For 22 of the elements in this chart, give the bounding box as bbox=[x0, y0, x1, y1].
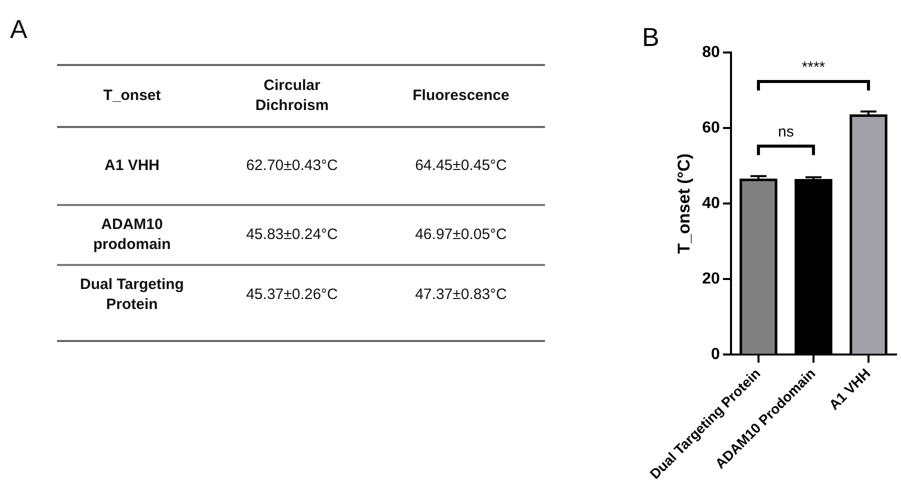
category-label: Fluorescence bbox=[412, 86, 510, 106]
annotation: **** bbox=[802, 59, 826, 76]
text: Dual Targeting Protein bbox=[79, 275, 185, 315]
text: 45.37±0.26°C bbox=[245, 285, 339, 305]
text: 47.37±0.83°C bbox=[414, 285, 508, 305]
text: 62.70±0.43°C bbox=[245, 156, 339, 176]
text: A bbox=[10, 14, 28, 45]
text: A1 VHH bbox=[103, 156, 160, 176]
annotation: ns bbox=[778, 124, 794, 141]
y-tick-label: 20 bbox=[702, 270, 720, 288]
y-tick-label: 60 bbox=[702, 120, 720, 137]
y-tick-label: 0 bbox=[711, 346, 720, 364]
chart-title: B bbox=[642, 22, 660, 53]
category-label: Circular Dichroism bbox=[254, 76, 330, 116]
category-label: T_onset bbox=[103, 86, 161, 106]
text: 46.97±0.05°C bbox=[414, 225, 508, 245]
y-axis-title: T_onset (°C) bbox=[674, 153, 694, 254]
text: ADAM10 prodomain bbox=[92, 215, 172, 255]
text: 64.45±0.45°C bbox=[414, 156, 508, 176]
y-tick-label: 40 bbox=[702, 195, 720, 212]
y-tick-label: 80 bbox=[702, 44, 720, 62]
text: 45.83±0.24°C bbox=[245, 225, 339, 245]
